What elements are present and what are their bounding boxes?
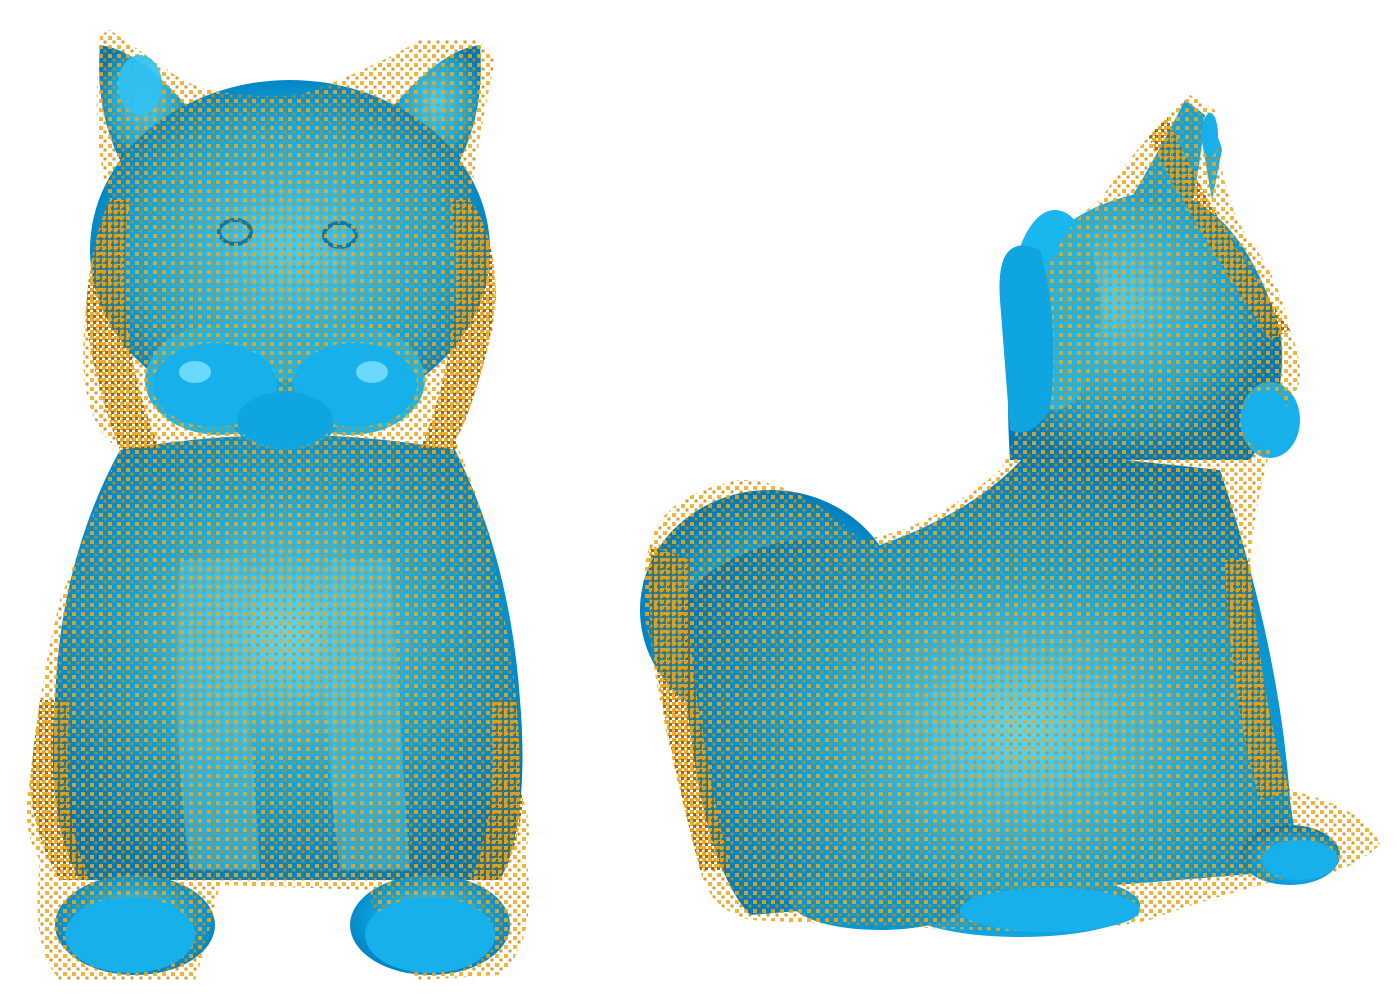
front-muzzle-exposed bbox=[65, 55, 495, 973]
front-view-panel bbox=[0, 0, 540, 1003]
front-point-cloud bbox=[26, 30, 530, 980]
side-exposed-mesh bbox=[960, 113, 1338, 932]
side-view-render bbox=[640, 95, 1380, 937]
front-view-render bbox=[26, 30, 530, 980]
side-view-panel bbox=[600, 0, 1397, 1003]
